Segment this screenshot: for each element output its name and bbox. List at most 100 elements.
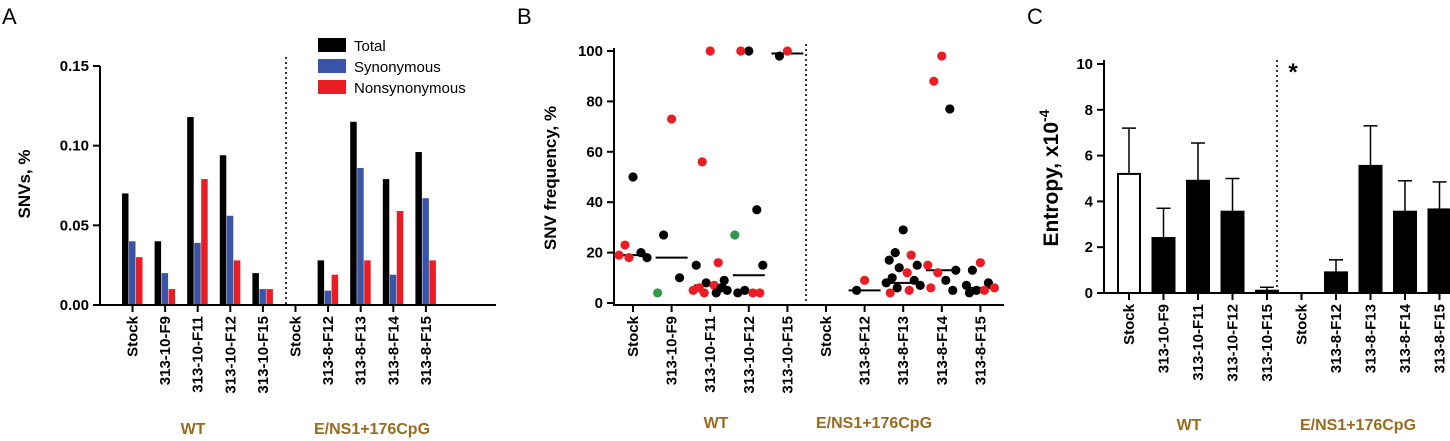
panel-a-x-tick-label: 313-10-F12 (222, 316, 239, 394)
snv-point-313-8-f13 (909, 275, 919, 285)
snv-point-313-8-f13 (902, 268, 912, 278)
legend-swatch-synonymous (318, 59, 346, 73)
panel-b-x-tick-label: 313-8-F14 (934, 315, 951, 385)
entropy-bar-313-8-f12 (1324, 271, 1348, 295)
bar-total-313-10-f12 (219, 155, 227, 305)
snv-point-313-10-f11 (719, 275, 729, 285)
snv-point-313-8-f13 (887, 273, 897, 283)
bar-synonymous-313-10-f12 (226, 215, 234, 305)
panel-a-x-tick-label: 313-8-F15 (418, 316, 435, 385)
panel-a-y-tick-label: 0.05 (60, 217, 89, 234)
snv-point-313-10-f9 (667, 114, 677, 124)
snv-point-313-10-f11 (688, 285, 698, 295)
panel-c-x-tick-label: 313-8-F14 (1397, 303, 1414, 373)
snv-point-313-10-f12 (752, 205, 762, 215)
snv-point-313-10-f12 (744, 46, 754, 56)
bar-total-313-10-f9 (154, 241, 162, 305)
entropy-bar-313-8-f14 (1393, 210, 1417, 294)
snv-point-313-10-f11 (697, 157, 707, 167)
entropy-bar-313-8-f15 (1427, 208, 1450, 294)
snv-point-313-10-f12 (758, 260, 768, 270)
panel-b-points (614, 46, 1000, 298)
snv-point-313-8-f12 (860, 275, 870, 285)
panel-c-x-tick-labels: Stock 313-10-F9 313-10-F11 313-10-F12 313-10… (1121, 293, 1449, 382)
snv-point-stock (624, 253, 634, 263)
panel-a-x-tick-label: Stock (288, 315, 305, 357)
legend-swatch-total (318, 38, 346, 52)
snv-point-313-8-f13 (915, 280, 925, 290)
bar-total-313-8-f13 (350, 121, 357, 306)
legend-label-synonymous: Synonymous (354, 59, 441, 76)
snv-point-313-8-f13 (906, 250, 916, 260)
snv-point-313-8-f15 (975, 258, 986, 268)
panel-a-y-tick-label: 0.15 (60, 58, 89, 75)
panel-a-y-tick-label: 0.00 (60, 297, 89, 314)
snv-point-313-10-f11 (705, 46, 715, 56)
panel-b-group-mutant: E/NS1+176CpG (816, 415, 932, 432)
panel-a-x-tick-label: 313-8-F12 (320, 316, 337, 385)
snv-point-313-8-f14 (926, 283, 936, 293)
snv-point-313-8-f15 (979, 285, 990, 295)
panel-letter-a: A (2, 4, 17, 29)
panel-a-x-tick-label: 313-10-F9 (157, 316, 174, 385)
snv-point-313-10-f12 (748, 288, 758, 298)
bar-nonsynonymous-313-10-f11 (201, 179, 208, 305)
snv-point-313-10-f9 (659, 230, 669, 240)
panel-a-x-tick-label: 313-8-F14 (385, 315, 402, 385)
panel-b-y-tick-label: 0 (595, 295, 603, 312)
snv-point-313-8-f15 (983, 278, 994, 288)
snv-point-313-8-f15 (961, 280, 972, 290)
panel-a-y-axis-label: SNVs, % (15, 150, 34, 219)
snv-point-313-8-f13 (885, 288, 895, 298)
panel-a-y-tick-label: 0.10 (60, 138, 89, 155)
legend-label-total: Total (354, 38, 386, 55)
panel-a-x-tick-labels: Stock 313-10-F9 313-10-F11 313-10-F12 313-10… (125, 305, 435, 394)
snv-point-313-10-f15 (774, 51, 785, 61)
bar-nonsynonymous-313-10-f12 (233, 260, 241, 305)
panel-c-bars (1117, 125, 1450, 295)
panel-b-x-tick-label: 313-8-F13 (895, 316, 912, 385)
panel-a-x-tick-label: 313-8-F13 (353, 316, 370, 385)
panel-b-x-tick-label: 313-10-F15 (779, 316, 796, 394)
panel-a-legend: Total Synonymous Nonsynonymous (318, 38, 466, 97)
panel-a-bar-chart: A SNVs, % 0.00 0.05 0.10 0.15 Stock 313-10-F… (2, 4, 496, 438)
panel-b-x-tick-label: Stock (818, 315, 835, 357)
legend-label-nonsynonymous: Nonsynonymous (354, 80, 466, 97)
panel-b-x-tick-label: 313-10-F11 (702, 316, 719, 393)
bar-synonymous-313-8-f15 (422, 198, 429, 305)
bar-synonymous-313-10-f15 (259, 289, 266, 305)
bar-nonsynonymous-313-8-f14 (396, 210, 404, 305)
panel-letter-b: B (517, 4, 532, 29)
bar-nonsynonymous-313-8-f13 (364, 260, 371, 305)
snv-point-313-8-f14 (933, 268, 943, 278)
snv-point-313-8-f15 (964, 288, 975, 298)
snv-point-313-10-f11 (711, 288, 721, 298)
snv-point-313-8-f14 (951, 265, 961, 275)
snv-point-313-8-f13 (890, 248, 900, 258)
snv-point-313-10-f12 (736, 46, 746, 56)
panel-c-x-tick-label: 313-10-F9 (1156, 304, 1173, 373)
panel-c-y-tick-label: 2 (1085, 239, 1093, 256)
snv-point-stock (642, 253, 652, 263)
bar-total-313-8-f14 (382, 179, 390, 305)
snv-point-313-8-f13 (912, 260, 922, 270)
snv-point-313-8-f13 (898, 225, 908, 235)
panel-c-x-tick-label: 313-8-F15 (1432, 304, 1449, 373)
snv-point-313-10-f12 (740, 285, 750, 295)
bar-synonymous-stock (129, 241, 136, 305)
panel-b-y-tick-label: 80 (586, 93, 603, 110)
entropy-bar-313-8-f13 (1358, 164, 1383, 294)
panel-c-x-tick-label: Stock (1121, 303, 1138, 345)
panel-c-x-tick-label: Stock (1294, 303, 1311, 345)
entropy-bar-stock (1117, 172, 1141, 294)
snv-point-313-10-f12 (755, 288, 765, 298)
panel-a-group-mutant: E/NS1+176CpG (314, 421, 430, 438)
snv-point-stock (628, 172, 638, 182)
panel-b-y-ticks: 0 20 40 60 80 100 (578, 43, 614, 312)
panel-c-y-tick-label: 10 (1076, 56, 1093, 73)
bar-total-313-8-f15 (415, 152, 422, 305)
panel-c-y-ticks: 0 2 4 6 8 10 (1076, 56, 1104, 302)
panel-c-y-tick-label: 6 (1085, 148, 1093, 165)
snv-point-313-8-f13 (894, 263, 904, 273)
